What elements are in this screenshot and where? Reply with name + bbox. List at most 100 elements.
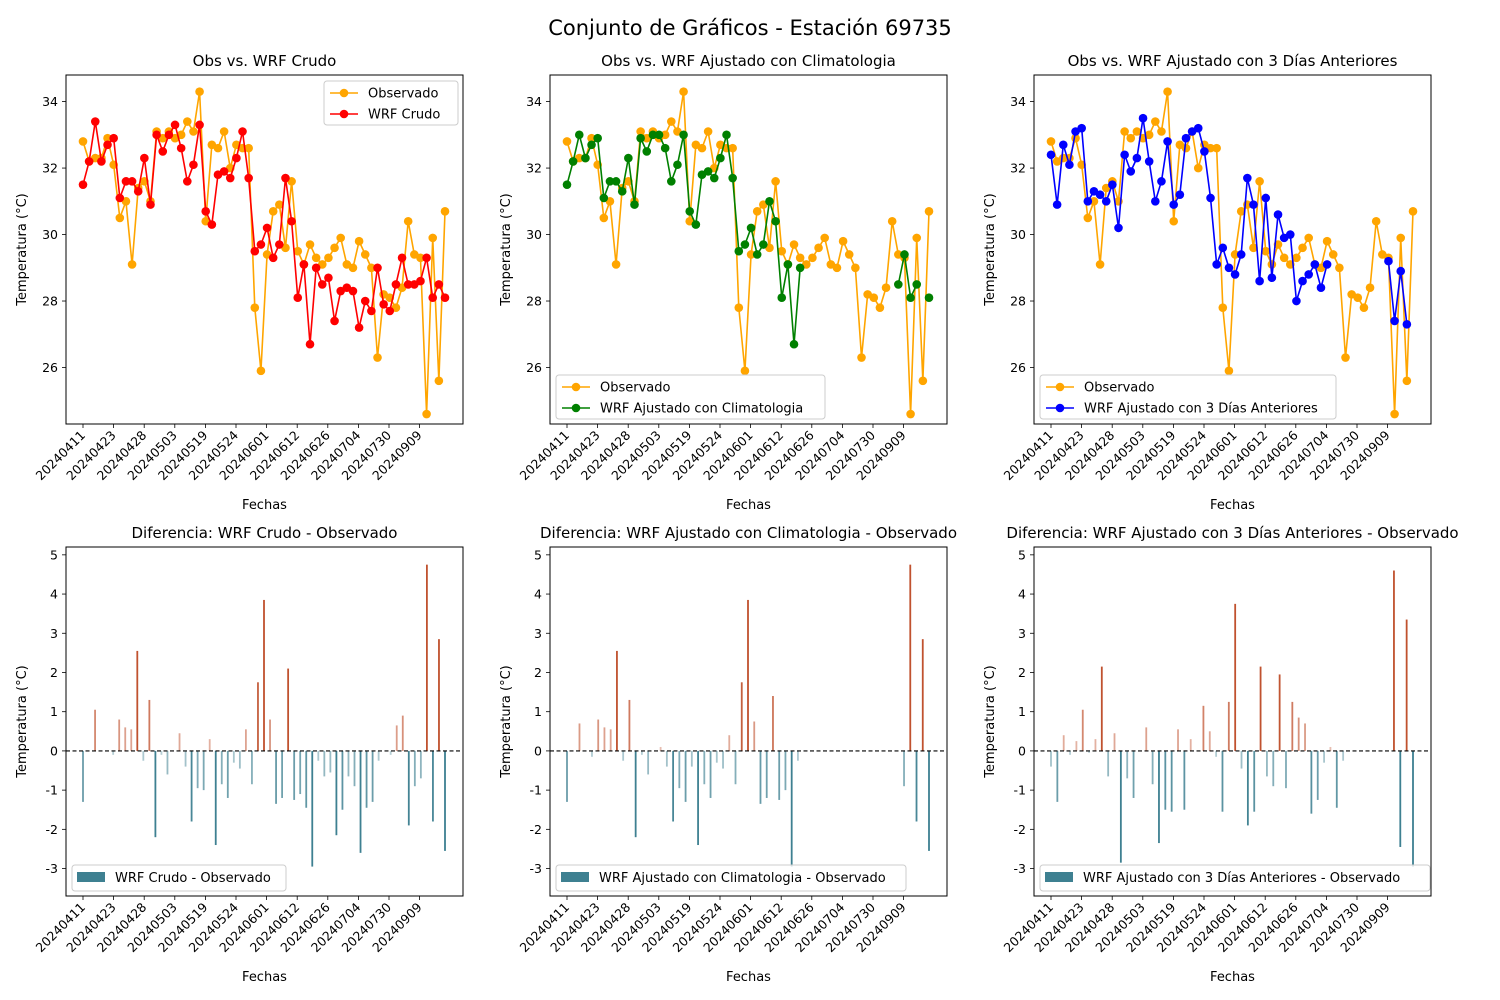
bar <box>413 750 416 787</box>
data-point <box>440 206 450 216</box>
x-axis-label: Fechas <box>1210 498 1255 513</box>
y-tick-label: 32 <box>42 161 58 176</box>
data-point <box>900 250 909 259</box>
data-point <box>403 280 413 289</box>
bar <box>684 750 687 802</box>
data-point <box>851 263 860 273</box>
legend: WRF Ajustado con 3 Días Anteriores - Obs… <box>1039 864 1431 892</box>
bar <box>1094 739 1097 751</box>
data-point <box>250 246 260 256</box>
data-point <box>146 200 155 209</box>
data-point <box>771 177 780 186</box>
data-point <box>1169 216 1179 226</box>
bar <box>1062 735 1065 751</box>
bar <box>1208 731 1211 751</box>
data-point <box>709 173 719 183</box>
bar <box>1119 750 1122 863</box>
data-point <box>593 133 602 143</box>
x-axis-label: Fechas <box>242 970 287 985</box>
bar <box>778 750 781 800</box>
bar <box>765 750 768 798</box>
data-point <box>348 263 358 273</box>
data-point <box>78 137 88 146</box>
data-point <box>820 233 829 243</box>
y-axis-label: Temperatura (°C) <box>15 193 30 306</box>
bar <box>921 639 924 751</box>
bar <box>1107 750 1110 777</box>
data-point <box>814 243 823 253</box>
bar <box>1412 750 1414 867</box>
bar <box>124 727 127 751</box>
data-point <box>324 273 333 283</box>
legend-swatch-bar <box>1045 872 1073 882</box>
legend-swatch-marker <box>571 403 581 413</box>
data-point <box>262 223 272 233</box>
data-point <box>1298 276 1307 286</box>
y-tick-label: 28 <box>42 294 58 309</box>
data-point <box>599 193 609 203</box>
data-point <box>158 147 168 156</box>
data-point <box>795 253 805 263</box>
bar <box>401 715 404 751</box>
y-tick-label: 4 <box>50 587 58 602</box>
data-point <box>103 133 112 143</box>
legend-label: WRF Ajustado con 3 Días Anteriores - Obs… <box>1083 871 1400 886</box>
y-tick-label: -3 <box>1014 861 1026 876</box>
bar <box>190 750 193 822</box>
data-point <box>428 233 438 243</box>
bar <box>305 750 308 808</box>
legend-swatch-marker <box>1055 382 1065 392</box>
data-point <box>1169 200 1179 209</box>
bar <box>1145 727 1148 751</box>
bar <box>365 750 368 808</box>
bar <box>647 750 650 775</box>
bar <box>317 750 320 761</box>
bar <box>1291 701 1294 751</box>
y-tick-label: 0 <box>1018 743 1026 758</box>
data-point <box>213 143 223 153</box>
data-point <box>869 293 879 302</box>
legend-label: WRF Crudo - Observado <box>115 871 271 886</box>
y-tick-label: 3 <box>1018 626 1026 641</box>
data-point <box>1077 123 1086 133</box>
bar <box>438 639 440 751</box>
bar <box>1075 741 1078 751</box>
data-point <box>1390 409 1399 419</box>
legend: Observado WRF Ajustado con 3 Días Anterio… <box>1039 374 1337 420</box>
y-axis-label: Temperatura (°C) <box>983 665 998 778</box>
bar <box>1234 603 1237 751</box>
data-point <box>838 236 848 246</box>
bar <box>1151 750 1154 785</box>
data-point <box>1236 206 1246 216</box>
bar <box>597 719 600 751</box>
data-point <box>832 263 842 273</box>
bar <box>734 750 737 785</box>
series-2 <box>1046 113 1412 329</box>
data-point <box>1255 276 1264 286</box>
data-point <box>360 250 370 259</box>
data-point <box>1341 353 1350 362</box>
x-axis-label: Fechas <box>242 498 287 513</box>
series-1 <box>78 87 450 419</box>
bar <box>1189 739 1192 751</box>
legend: Observado WRF Crudo <box>323 80 459 126</box>
bar <box>784 750 787 791</box>
bar <box>578 723 581 751</box>
data-point <box>140 153 149 163</box>
y-axis-label: Temperatura (°C) <box>499 665 514 778</box>
bar <box>347 750 350 777</box>
y-tick-label: 5 <box>50 547 58 562</box>
bar <box>1100 666 1103 751</box>
bar <box>202 750 205 791</box>
bar <box>1342 750 1345 761</box>
y-tick-label: 0 <box>50 743 58 758</box>
data-point <box>225 173 235 183</box>
bar <box>1272 750 1275 787</box>
data-point <box>1224 366 1234 376</box>
data-point <box>1052 200 1062 209</box>
bar <box>311 750 314 867</box>
data-point <box>728 143 737 153</box>
data-point <box>391 280 401 289</box>
data-point <box>176 143 186 153</box>
